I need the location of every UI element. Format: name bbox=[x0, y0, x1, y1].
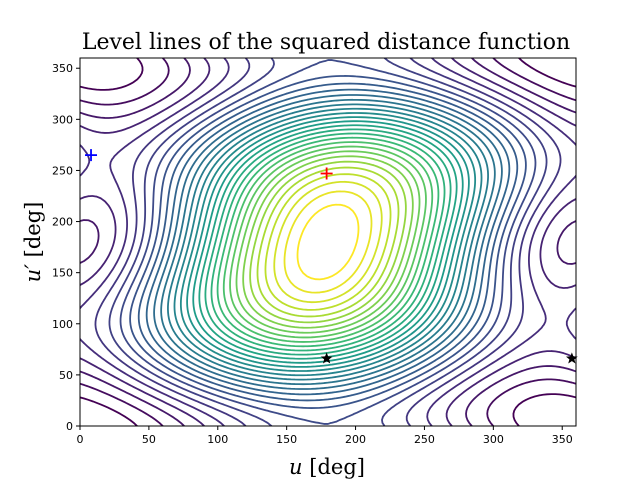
x-tick-label: 150 bbox=[276, 433, 297, 446]
contour-line bbox=[80, 58, 576, 426]
star-marker bbox=[320, 352, 333, 364]
contour-line bbox=[256, 166, 400, 318]
contour-lines bbox=[80, 58, 576, 426]
contour-line bbox=[160, 98, 496, 386]
contour-line bbox=[296, 203, 360, 281]
x-axis-label: u [deg] bbox=[289, 455, 365, 479]
contour-line bbox=[80, 58, 576, 426]
contour-line bbox=[137, 82, 519, 402]
y-tick-label: 50 bbox=[59, 369, 73, 382]
y-tick-label: 100 bbox=[52, 318, 73, 331]
contour-line bbox=[204, 128, 452, 356]
markers bbox=[85, 149, 578, 364]
xlabel-unit: [deg] bbox=[303, 455, 365, 479]
y-tick-label: 300 bbox=[52, 113, 73, 126]
contour-line bbox=[216, 136, 440, 348]
contour-line bbox=[192, 120, 464, 364]
plot-frame bbox=[79, 57, 577, 427]
star-marker bbox=[565, 352, 578, 364]
y-tick-label: 0 bbox=[66, 420, 73, 433]
y-tick-label: 150 bbox=[52, 267, 73, 280]
x-tick-label: 350 bbox=[552, 433, 573, 446]
x-tick-label: 100 bbox=[207, 433, 228, 446]
contour-line bbox=[145, 88, 511, 396]
y-axis-ticks: 0 50 100 150 200 250 300 350 bbox=[52, 62, 80, 433]
contour-line bbox=[173, 107, 483, 377]
x-tick-label: 200 bbox=[345, 433, 366, 446]
contour-line bbox=[229, 145, 427, 339]
x-tick-label: 50 bbox=[142, 433, 156, 446]
contour-line bbox=[186, 116, 470, 368]
x-axis-ticks: 0 50 100 150 200 250 300 350 bbox=[77, 426, 573, 446]
x-tick-label: 0 bbox=[77, 433, 84, 446]
contour-line bbox=[179, 112, 477, 372]
contour-line bbox=[153, 94, 503, 390]
y-tick-label: 250 bbox=[52, 164, 73, 177]
y-tick-label: 200 bbox=[52, 216, 73, 229]
contour-line bbox=[210, 132, 446, 352]
contour-line bbox=[249, 160, 407, 324]
x-tick-label: 300 bbox=[483, 433, 504, 446]
xlabel-symbol: u bbox=[289, 455, 303, 479]
y-axis-label: u′ [deg] bbox=[21, 202, 45, 283]
plus-marker bbox=[320, 167, 333, 180]
contour-line bbox=[283, 190, 373, 294]
contour-line bbox=[235, 150, 421, 334]
contour-line bbox=[119, 59, 537, 425]
contour-line bbox=[222, 141, 434, 343]
contour-line bbox=[167, 103, 489, 381]
chart-title: Level lines of the squared distance func… bbox=[82, 30, 570, 55]
contour-line bbox=[264, 173, 392, 311]
contour-line bbox=[80, 58, 576, 426]
contour-line bbox=[108, 58, 548, 426]
contour-line bbox=[94, 58, 562, 426]
contour-line bbox=[273, 180, 383, 304]
ylabel-symbol: u′ bbox=[21, 264, 45, 283]
contour-line bbox=[80, 58, 576, 426]
contour-line bbox=[129, 75, 527, 409]
contour-line bbox=[242, 155, 414, 329]
contour-line bbox=[198, 124, 458, 360]
ylabel-unit: [deg] bbox=[21, 202, 45, 264]
x-tick-label: 250 bbox=[414, 433, 435, 446]
y-tick-label: 350 bbox=[52, 62, 73, 75]
contour-line bbox=[80, 58, 576, 426]
plus-marker bbox=[85, 149, 98, 162]
